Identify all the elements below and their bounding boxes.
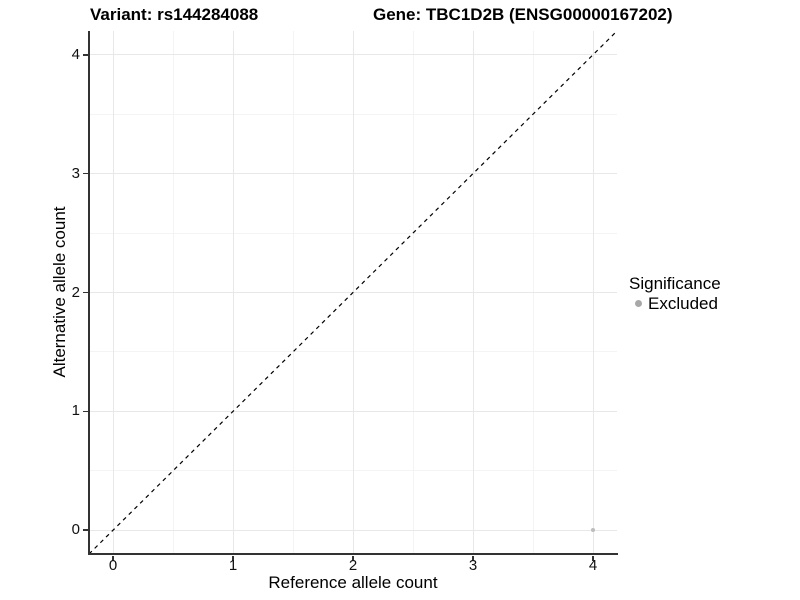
gridline-major-horizontal [89,173,617,175]
y-axis-tick [82,410,88,413]
y-tick-label: 4 [71,45,80,63]
x-tick-label: 4 [588,557,598,574]
x-tick-label: 3 [468,557,478,574]
legend: Significance Excluded [629,274,721,313]
gridline-major-horizontal [89,54,617,56]
y-axis-tick [82,529,88,531]
y-tick-label: 0 [71,521,80,539]
x-tick-label: 2 [348,557,358,574]
x-axis-tick [472,555,474,561]
gridline-major-horizontal [89,410,617,412]
legend-point-icon [635,300,642,307]
y-axis-tick [82,54,88,56]
x-axis-tick [592,555,594,561]
x-axis-title: Reference allele count [268,573,438,592]
y-axis-tick [82,172,88,175]
gridline-major-horizontal [89,529,617,531]
legend-entry-excluded: Excluded [629,294,721,313]
x-tick-label: 0 [108,557,118,574]
y-tick-label: 3 [71,164,80,182]
x-axis-tick [112,555,114,561]
legend-title: Significance [629,274,721,293]
data-point [591,528,595,533]
legend-entry-label: Excluded [648,294,718,313]
x-axis-tick [352,555,354,561]
identity-line [89,31,617,554]
y-tick-label: 2 [71,283,80,301]
y-axis-tick [82,291,88,294]
y-tick-label: 1 [71,402,80,420]
plot-panel [89,31,617,554]
plot-title-gene: Gene: TBC1D2B (ENSG00000167202) [373,5,673,24]
x-axis-tick [232,555,234,561]
plot-title-variant: Variant: rs144284088 [90,5,259,24]
x-tick-label: 1 [228,557,238,574]
x-axis-line [88,553,618,555]
y-axis-line [88,31,90,555]
